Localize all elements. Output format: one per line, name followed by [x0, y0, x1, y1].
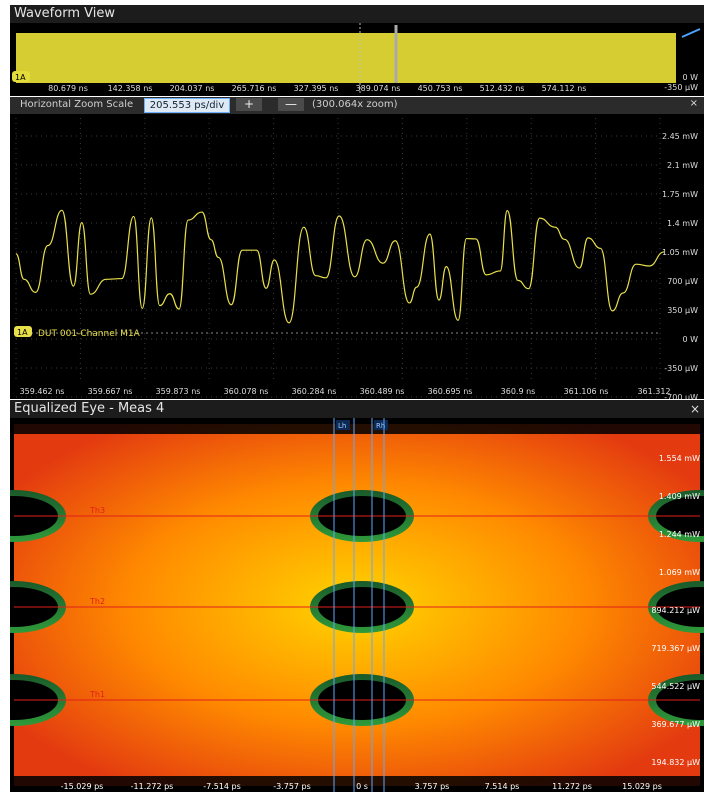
threshold-label: Th2 — [89, 597, 105, 606]
eye-cursor-badge — [374, 420, 388, 430]
zoom-x-label: 360.489 ns — [360, 387, 405, 396]
zoom-in-button[interactable]: + — [236, 98, 262, 111]
eye-y-label: 894.212 µW — [651, 606, 700, 615]
zoom-y-label: -350 µW — [664, 364, 698, 373]
overview-time-label: 389.074 ns — [356, 84, 401, 93]
eye-close-icon[interactable]: × — [689, 402, 700, 416]
overview-time-label: 204.037 ns — [170, 84, 215, 93]
waveform-view-title-bar: Waveform View — [10, 5, 704, 23]
overview-time-axis: 80.679 ns 142.358 ns 204.037 ns 265.716 ns 3… — [48, 84, 586, 93]
zoom-factor: (300.064x zoom) — [312, 99, 398, 110]
eye-x-label: 7.514 ps — [485, 782, 520, 791]
zoom-trace — [15, 209, 665, 324]
zoom-channel-badge — [14, 326, 32, 337]
eye-x-label: 11.272 ps — [552, 782, 592, 791]
overview-plot[interactable]: 80.679 ns 142.358 ns 204.037 ns 265.716 ns 3… — [10, 23, 704, 96]
overview-time-label: 80.679 ns — [48, 84, 88, 93]
eye-x-label: -11.272 ps — [131, 782, 174, 791]
eye-x-label: -15.029 ps — [61, 782, 104, 791]
overview-trace-shade — [16, 33, 676, 83]
eye-x-label: 3.757 ps — [415, 782, 450, 791]
overview-channel-badge — [12, 71, 30, 82]
overview-time-label: 142.358 ns — [108, 84, 153, 93]
eye-y-label: 194.832 µW — [651, 758, 700, 767]
zoom-y-label: 1.4 mW — [667, 219, 698, 228]
eye-cursor-label: Rh — [376, 422, 385, 430]
zoom-x-label: 360.284 ns — [292, 387, 337, 396]
eye-panel[interactable]: Th3 Th2 Th1 Lh Rh 1.554 mW 1.409 mW 1.244 mW 1… — [0, 418, 714, 792]
zoom-channel-tag: 1A — [17, 328, 28, 337]
horizontal-zoom-bar: Horizontal Zoom Scale 205.553 ps/div + —… — [10, 97, 704, 114]
zoom-x-axis: 359.462 ns 359.667 ns 359.873 ns 360.078 ns… — [20, 387, 671, 396]
zoom-x-label: 360.9 ns — [501, 387, 536, 396]
zoom-x-label: 359.667 ns — [88, 387, 133, 396]
zoom-y-label: -700 µW — [664, 393, 698, 399]
overview-time-label: 512.432 ns — [480, 84, 525, 93]
threshold-label: Th1 — [89, 690, 105, 699]
eye-y-axis: 1.554 mW 1.409 mW 1.244 mW 1.069 mW 894.212 … — [651, 454, 700, 767]
eye-x-label: 0 s — [356, 782, 368, 791]
zoom-y-label: 350 µW — [667, 306, 698, 315]
eye-y-label: 1.069 mW — [659, 568, 700, 577]
zoom-y-label: 700 µW — [667, 277, 698, 286]
zoom-grid — [15, 118, 661, 398]
eye-y-label: 369.677 µW — [651, 720, 700, 729]
zoom-x-label: 360.078 ns — [224, 387, 269, 396]
zoom-x-label: 360.695 ns — [428, 387, 473, 396]
overview-time-label: 574.112 ns — [542, 84, 587, 93]
threshold-label: Th3 — [89, 506, 105, 515]
eye-title: Equalized Eye - Meas 4 — [14, 401, 165, 416]
overview-scroll-handle-icon[interactable] — [681, 28, 701, 38]
eye-x-label: -3.757 ps — [273, 782, 311, 791]
zoom-plot[interactable]: 2.45 mW 2.1 mW 1.75 mW 1.4 mW 1.05 mW 700 µW 3… — [10, 114, 704, 402]
zoom-channel-name: DUT 001-Channel M1A — [38, 329, 141, 339]
overview-panel[interactable]: 80.679 ns 142.358 ns 204.037 ns 265.716 ns 3… — [10, 23, 704, 96]
eye-y-label: 1.244 mW — [659, 530, 700, 539]
eye-y-label: 1.554 mW — [659, 454, 700, 463]
eye-x-axis: -15.029 ps -11.272 ps -7.514 ps -3.757 ps 0 … — [61, 782, 662, 791]
waveform-view-title: Waveform View — [14, 6, 115, 21]
overview-channel-tag: 1A — [15, 73, 26, 82]
zoom-out-button[interactable]: — — [278, 98, 304, 111]
eye-cursor-badge — [336, 420, 350, 430]
eye-title-bar: Equalized Eye - Meas 4 × — [10, 400, 704, 418]
overview-time-label: 265.716 ns — [232, 84, 277, 93]
eye-x-label: -7.514 ps — [203, 782, 241, 791]
zoom-x-label: 359.873 ns — [156, 387, 201, 396]
zoom-scale-input[interactable]: 205.553 ps/div — [144, 98, 230, 113]
zoom-panel[interactable]: 2.45 mW 2.1 mW 1.75 mW 1.4 mW 1.05 mW 700 µW 3… — [10, 114, 704, 402]
overview-trace-band — [16, 33, 676, 83]
overview-time-label: 327.395 ns — [294, 84, 339, 93]
overview-time-label: 450.753 ns — [418, 84, 463, 93]
zoom-y-label: 2.1 mW — [667, 161, 698, 170]
eye-y-label: 1.409 mW — [659, 492, 700, 501]
eye-thresholds: Th3 Th2 Th1 — [14, 506, 700, 701]
eye-edge-band — [14, 776, 700, 786]
eye-edge-band — [14, 424, 700, 434]
eye-cursor-label: Lh — [338, 422, 346, 430]
zoom-y-axis: 2.45 mW 2.1 mW 1.75 mW 1.4 mW 1.05 mW 700 µW 3… — [662, 132, 698, 402]
zoom-y-label: 1.05 mW — [662, 248, 698, 257]
eye-cursors[interactable]: Lh Rh — [333, 418, 388, 792]
eye-y-label: 544.522 µW — [651, 682, 700, 691]
zoom-y-label: 0 W — [682, 335, 698, 344]
zoom-scale-label: Horizontal Zoom Scale — [20, 99, 134, 110]
zoom-y-label: 2.45 mW — [662, 132, 698, 141]
eye-x-label: 15.029 ps — [622, 782, 662, 791]
zoom-y-label: 1.75 mW — [662, 190, 698, 199]
overview-zero-label: 0 W — [682, 73, 698, 82]
zoom-x-label: 361.312 — [637, 387, 670, 396]
eye-y-label: 719.367 µW — [651, 644, 700, 653]
zoom-close-icon[interactable]: × — [689, 98, 698, 109]
zoom-x-label: 359.462 ns — [20, 387, 65, 396]
zoom-x-label: 361.106 ns — [564, 387, 609, 396]
overview-neg-label: -350 µW — [664, 83, 698, 92]
